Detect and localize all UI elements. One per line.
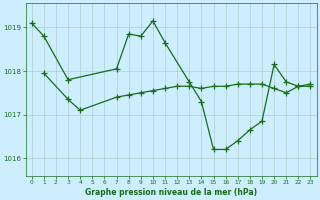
X-axis label: Graphe pression niveau de la mer (hPa): Graphe pression niveau de la mer (hPa) bbox=[85, 188, 257, 197]
